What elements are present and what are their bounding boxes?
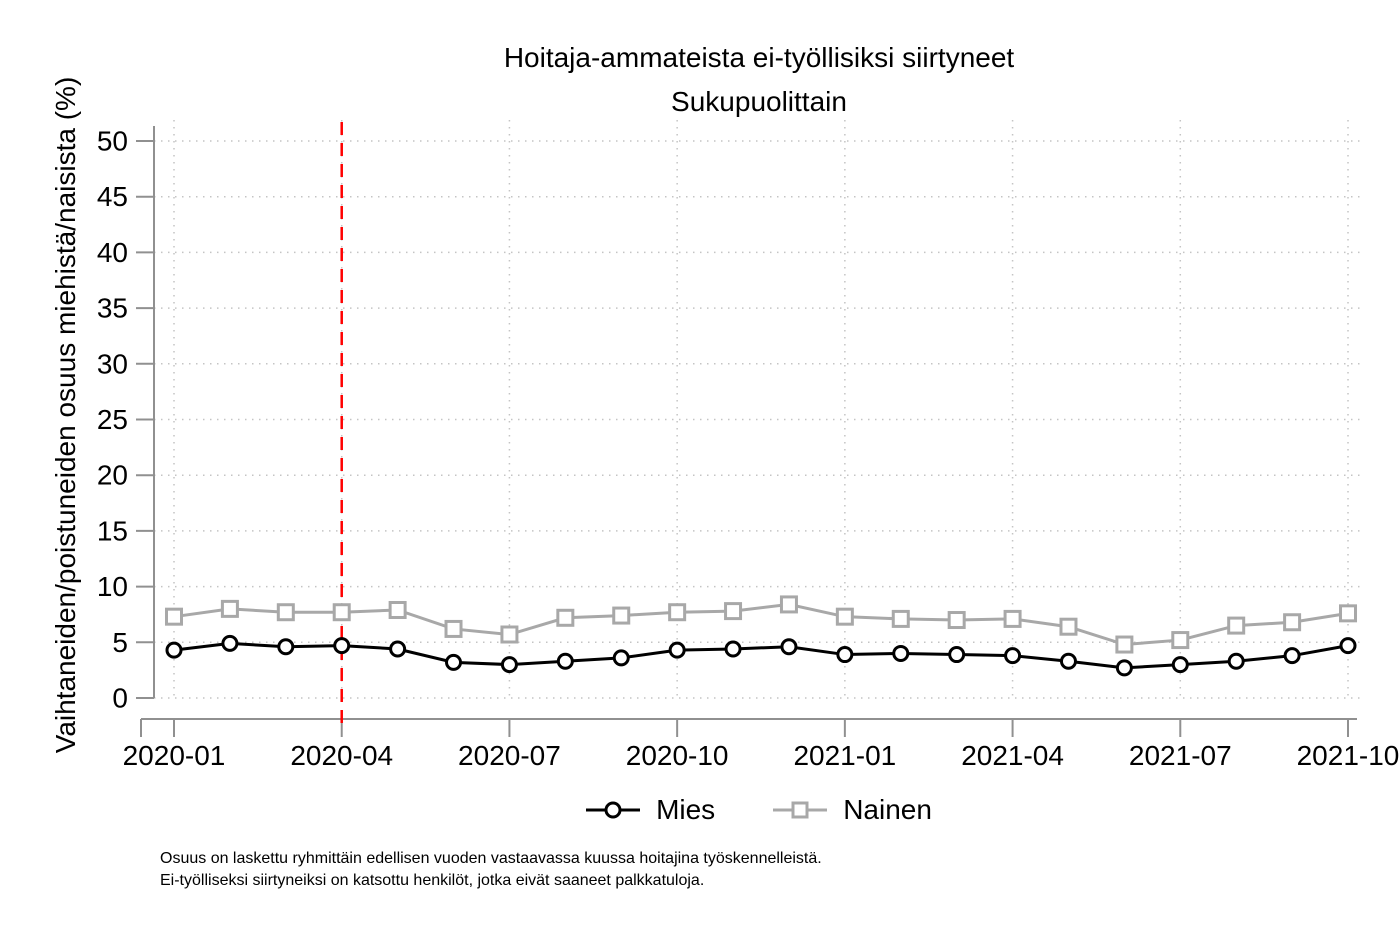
data-point-nainen xyxy=(835,607,854,626)
data-point-mies xyxy=(1339,637,1357,655)
footnotes: Osuus on laskettu ryhmittäin edellisen v… xyxy=(160,848,822,892)
x-tick-label: 2020-07 xyxy=(458,740,561,771)
data-point-mies xyxy=(836,646,854,664)
data-point-nainen xyxy=(556,608,575,627)
data-point-nainen xyxy=(165,607,183,626)
nainen-legend-marker-icon xyxy=(773,801,828,819)
data-point-mies xyxy=(724,640,742,658)
data-point-mies xyxy=(1004,647,1022,665)
data-point-nainen xyxy=(1227,616,1246,635)
data-point-nainen xyxy=(779,595,798,614)
data-point-nainen xyxy=(1003,609,1022,628)
data-point-nainen xyxy=(444,619,463,638)
data-point-mies xyxy=(780,638,798,656)
data-point-nainen xyxy=(220,599,239,618)
legend-label-nainen: Nainen xyxy=(843,794,932,825)
data-point-mies xyxy=(612,649,630,667)
data-point-mies xyxy=(445,653,463,671)
y-tick-label: 10 xyxy=(97,571,128,602)
data-point-mies xyxy=(165,641,183,659)
data-point-mies xyxy=(556,652,574,670)
data-point-nainen xyxy=(1115,635,1134,654)
x-tick-label: 2021-01 xyxy=(793,740,896,771)
x-tick-label: 2020-04 xyxy=(290,740,393,771)
data-point-mies xyxy=(892,644,910,662)
footnote-line2: Ei-työlliseksi siirtyneiksi on katsottu … xyxy=(160,872,705,889)
legend: Mies Nainen xyxy=(154,794,1364,826)
data-point-mies xyxy=(333,637,351,655)
x-tick-label: 2021-04 xyxy=(961,740,1064,771)
data-point-mies xyxy=(500,656,518,674)
data-point-nainen xyxy=(1171,631,1190,650)
y-tick-label: 5 xyxy=(112,627,128,658)
data-point-nainen xyxy=(388,600,407,619)
series-line-nainen xyxy=(173,602,1349,647)
chart-title-line1: Hoitaja-ammateista ei-työllisiksi siirty… xyxy=(503,42,1015,73)
y-tick-label: 45 xyxy=(97,181,128,212)
y-tick-label: 50 xyxy=(97,126,128,157)
y-tick-label: 20 xyxy=(97,460,128,491)
legend-item-mies: Mies xyxy=(586,794,715,826)
data-point-mies xyxy=(389,640,407,658)
y-tick-label: 40 xyxy=(97,237,128,268)
chart-title-line2: Sukupuolittain xyxy=(671,86,847,117)
data-point-nainen xyxy=(947,611,966,630)
legend-item-nainen: Nainen xyxy=(773,794,932,826)
y-tick-label: 35 xyxy=(97,293,128,324)
data-point-mies xyxy=(1283,647,1301,665)
x-tick-label: 2020-01 xyxy=(123,740,226,771)
y-tick-label: 15 xyxy=(97,515,128,546)
data-point-nainen xyxy=(1339,604,1358,623)
data-point-nainen xyxy=(724,602,743,621)
x-tick-label: 2021-07 xyxy=(1129,740,1232,771)
x-tick-label: 2020-10 xyxy=(626,740,729,771)
data-point-nainen xyxy=(500,625,519,644)
mies-legend-marker-icon xyxy=(586,801,641,819)
y-tick-label: 30 xyxy=(97,348,128,379)
y-tick-label: 25 xyxy=(97,404,128,435)
data-point-nainen xyxy=(1283,613,1302,632)
data-point-nainen xyxy=(612,606,631,625)
data-point-mies xyxy=(1227,652,1245,670)
data-point-mies xyxy=(1171,656,1189,674)
data-point-mies xyxy=(948,646,966,664)
data-point-mies xyxy=(668,641,686,659)
y-tick-label: 0 xyxy=(112,683,128,714)
series-line-mies xyxy=(173,641,1349,670)
data-point-nainen xyxy=(276,603,295,622)
data-point-mies xyxy=(221,634,239,652)
data-point-mies xyxy=(1115,659,1133,677)
data-point-nainen xyxy=(1059,617,1078,636)
footnote-line1: Osuus on laskettu ryhmittäin edellisen v… xyxy=(160,850,822,867)
data-point-nainen xyxy=(668,603,687,622)
chart-title: Hoitaja-ammateista ei-työllisiksi siirty… xyxy=(154,36,1364,124)
data-point-mies xyxy=(1059,652,1077,670)
legend-label-mies: Mies xyxy=(656,794,716,825)
data-point-nainen xyxy=(332,603,351,622)
data-point-nainen xyxy=(891,609,910,628)
x-tick-label: 2021-10 xyxy=(1297,740,1400,771)
data-point-mies xyxy=(277,638,295,656)
